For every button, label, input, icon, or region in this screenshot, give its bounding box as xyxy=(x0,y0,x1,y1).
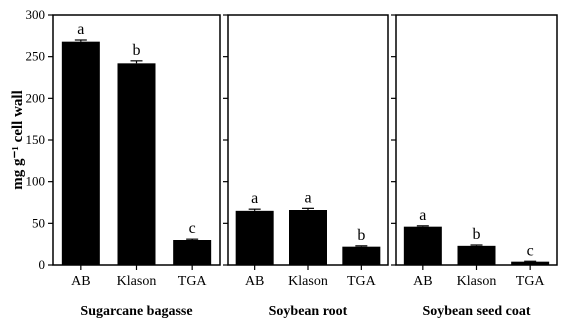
y-tick-label: 200 xyxy=(26,90,46,105)
panel-title: Soybean root xyxy=(269,304,348,319)
y-tick-label: 150 xyxy=(26,132,46,147)
x-tick-label: TGA xyxy=(178,274,208,289)
x-tick-label: Klason xyxy=(288,274,328,289)
significance-letter: a xyxy=(419,207,426,224)
y-tick-label: 0 xyxy=(39,257,46,272)
x-tick-label: AB xyxy=(413,274,432,289)
bar-klason xyxy=(457,245,496,265)
panel-title: Soybean seed coat xyxy=(422,304,530,319)
bar-tga xyxy=(173,240,212,265)
significance-letter: c xyxy=(189,220,196,237)
x-tick-label: Klason xyxy=(117,274,157,289)
y-tick-label: 50 xyxy=(32,215,45,230)
y-tick-label: 300 xyxy=(26,7,46,22)
bar-tga xyxy=(511,261,550,265)
panel-title: Sugarcane bagasse xyxy=(80,304,192,319)
bar-ab xyxy=(61,41,100,265)
significance-letter: b xyxy=(133,42,141,59)
significance-letter: b xyxy=(357,227,365,244)
significance-letter: a xyxy=(251,190,258,207)
x-tick-label: TGA xyxy=(516,274,546,289)
x-tick-label: AB xyxy=(71,274,90,289)
y-axis-label: mg g⁻¹ cell wall xyxy=(10,90,26,189)
bar-ab xyxy=(403,226,442,265)
bar-klason xyxy=(117,63,156,266)
x-tick-label: TGA xyxy=(347,274,377,289)
bar-klason xyxy=(289,210,327,265)
significance-letter: c xyxy=(527,242,534,259)
significance-letter: a xyxy=(77,21,84,38)
x-tick-label: AB xyxy=(245,274,264,289)
y-tick-label: 250 xyxy=(26,49,46,64)
x-tick-label: Klason xyxy=(457,274,497,289)
bar-ab xyxy=(235,210,274,265)
y-tick-label: 100 xyxy=(26,174,46,189)
significance-letter: b xyxy=(473,226,481,243)
bar-tga xyxy=(342,246,381,265)
significance-letter: a xyxy=(304,189,311,206)
